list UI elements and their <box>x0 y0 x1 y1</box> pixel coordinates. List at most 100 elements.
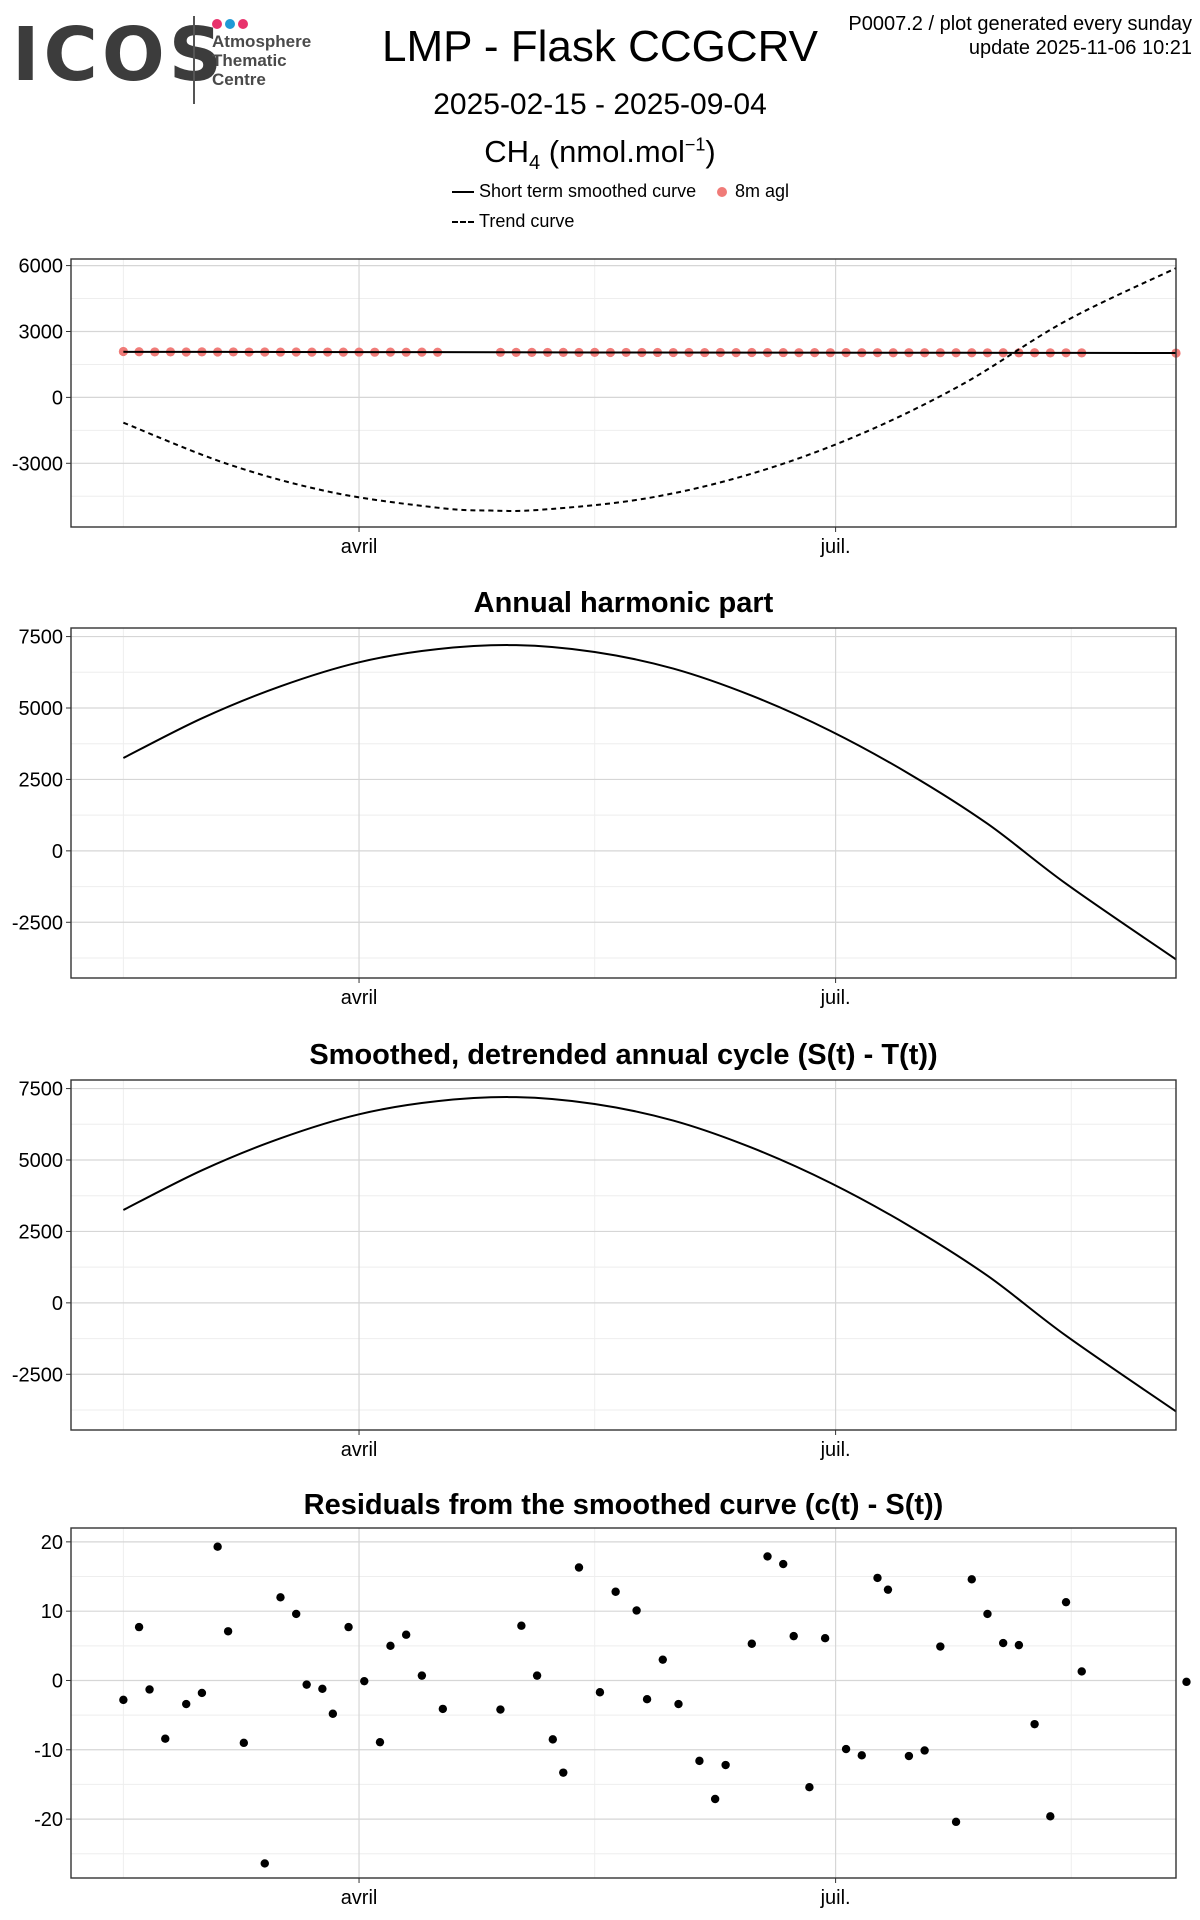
logo-dot-icon <box>212 19 222 29</box>
y-tick-label: -2500 <box>12 1364 63 1386</box>
data-point <box>936 1642 945 1651</box>
unit-superscript: −1 <box>684 134 706 155</box>
data-point <box>695 1756 704 1766</box>
data-point <box>1061 1597 1071 1607</box>
data-point <box>721 1760 730 1770</box>
data-point <box>360 1676 369 1686</box>
data-point <box>291 1609 301 1619</box>
legend-trend-label: Trend curve <box>479 211 575 231</box>
data-point <box>134 1622 144 1632</box>
y-tick-label: 2500 <box>19 769 64 791</box>
data-point <box>1046 1812 1055 1821</box>
data-point <box>595 1688 605 1697</box>
logo-dot-icon <box>225 19 235 29</box>
data-point <box>1014 1640 1024 1650</box>
data-point <box>517 1621 526 1630</box>
data-point <box>674 1699 683 1709</box>
data-point <box>417 1671 427 1680</box>
species-unit-label: CH4 (nmol.mol−1) <box>330 134 870 175</box>
x-tick-label: avril <box>341 987 378 1009</box>
x-tick-label: juil. <box>820 1887 851 1909</box>
legend-short-term-label: Short term smoothed curve <box>479 181 697 201</box>
y-tick-label: 0 <box>52 1293 63 1315</box>
data-point <box>239 1738 249 1748</box>
y-tick-label: 7500 <box>19 1079 64 1101</box>
data-point <box>161 1734 170 1743</box>
y-tick-label: 0 <box>52 1670 63 1692</box>
y-tick-label: 7500 <box>19 627 64 649</box>
data-point <box>119 1695 128 1705</box>
data-point <box>318 1684 327 1693</box>
data-point <box>145 1685 154 1694</box>
unit-suffix: ) <box>705 134 716 169</box>
logo-subtitle: Atmosphere Thematic Centre <box>212 32 311 89</box>
data-point <box>789 1631 798 1641</box>
y-tick-label: 0 <box>52 387 63 409</box>
y-tick-label: 5000 <box>19 1150 64 1172</box>
data-point <box>883 1585 893 1594</box>
y-tick-label: 6000 <box>19 256 64 278</box>
data-point <box>658 1655 667 1664</box>
x-tick-label: juil. <box>820 1439 851 1461</box>
y-tick-label: 2500 <box>19 1221 64 1243</box>
panel-border <box>70 1079 1177 1431</box>
data-point <box>904 1751 914 1761</box>
dashed-line-icon <box>452 220 474 223</box>
y-tick-label: 10 <box>41 1601 63 1623</box>
date-range: 2025-02-15 - 2025-09-04 <box>433 88 767 121</box>
data-point <box>920 1746 929 1755</box>
data-point <box>710 1794 720 1804</box>
legend-trend: Trend curve <box>452 211 574 232</box>
data-point <box>611 1587 620 1596</box>
logo-divider <box>193 16 195 104</box>
y-tick-label: 0 <box>52 841 63 863</box>
y-tick-label: 20 <box>41 1532 63 1554</box>
series-line <box>122 1096 1177 1413</box>
unit-prefix: (nmol.mol <box>540 134 685 169</box>
y-tick-label: 5000 <box>19 698 64 720</box>
panel-border <box>70 627 1177 979</box>
data-point <box>182 1699 191 1709</box>
data-point <box>118 346 128 357</box>
species-subscript: 4 <box>529 152 541 175</box>
y-tick-label: -10 <box>34 1740 63 1762</box>
data-point <box>1182 1677 1191 1687</box>
icos-logo: ICOS <box>12 12 227 98</box>
data-point <box>260 1859 269 1868</box>
panel-title: Smoothed, detrended annual cycle (S(t) -… <box>309 1039 937 1071</box>
series-line <box>122 644 1177 961</box>
panel-title: Annual harmonic part <box>474 587 774 619</box>
point-marker-icon <box>717 186 727 197</box>
logo-subtitle-line: Atmosphere <box>212 32 312 51</box>
species-name: CH <box>484 134 530 169</box>
y-tick-label: -20 <box>34 1809 63 1831</box>
data-point <box>1077 1667 1086 1676</box>
meta-line-generated: P0007.2 / plot generated every sunday <box>848 13 1192 35</box>
legend-points: 8m agl <box>714 181 789 202</box>
data-point <box>559 1768 568 1777</box>
data-point <box>302 1680 311 1689</box>
chart-panel-annual-harmonic: Annual harmonic part 7500 5000 2500 0 -2500 av… <box>12 587 1177 1009</box>
header: ICOS Atmosphere Thematic Centre LMP - Fl… <box>0 0 1200 235</box>
data-point <box>213 1542 222 1551</box>
data-point <box>779 1559 788 1569</box>
legend-points-label: 8m agl <box>735 181 790 201</box>
data-point <box>841 1744 851 1754</box>
trend-curve-line <box>123 267 1177 512</box>
x-tick-label: juil. <box>820 987 851 1009</box>
data-point <box>642 1694 652 1704</box>
data-point <box>375 1737 385 1747</box>
data-point <box>967 1575 976 1584</box>
chart-panel-residuals: Residuals from the smoothed curve (c(t) … <box>34 1489 1191 1909</box>
data-point <box>438 1704 448 1714</box>
x-tick-label: juil. <box>820 536 851 558</box>
page-title: LMP - Flask CCGCRV <box>381 22 818 71</box>
data-point <box>328 1709 338 1718</box>
logo-subtitle-line: Centre <box>212 70 266 89</box>
panel-border <box>70 1527 1177 1879</box>
data-point <box>496 1705 505 1714</box>
data-point <box>983 1609 992 1619</box>
data-point <box>951 1817 961 1827</box>
data-point <box>805 1783 814 1792</box>
data-point <box>820 1633 830 1643</box>
